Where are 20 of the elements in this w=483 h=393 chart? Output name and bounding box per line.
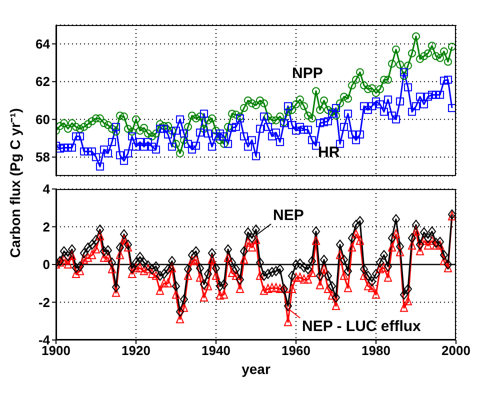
- y-tick-label: 62: [36, 74, 50, 90]
- y-tick-label: 60: [36, 112, 50, 127]
- y-tick-label: 64: [36, 36, 51, 52]
- x-tick-label: 1980: [362, 343, 390, 358]
- x-tick-label: 1920: [122, 343, 150, 358]
- y-tick-label: -2: [38, 294, 50, 310]
- y-tick-label: 0: [42, 257, 50, 272]
- x-tick-label: 1900: [42, 343, 70, 358]
- series-label: NPP: [292, 65, 323, 82]
- y-tick-label: 58: [36, 150, 50, 165]
- x-tick-label: 2000: [442, 343, 470, 358]
- y-tick-label: 4: [42, 182, 51, 197]
- y-tick-label: 2: [42, 219, 50, 234]
- y-axis-title: Carbon flux (Pg C yr⁻¹): [7, 108, 23, 258]
- x-tick-label: 1960: [282, 343, 310, 358]
- series-label: NEP: [273, 207, 304, 224]
- legend-label: NEP - LUC efflux: [302, 318, 422, 335]
- x-axis-title: year: [240, 361, 272, 377]
- series-label: HR: [318, 144, 340, 161]
- x-tick-label: 1940: [202, 343, 230, 358]
